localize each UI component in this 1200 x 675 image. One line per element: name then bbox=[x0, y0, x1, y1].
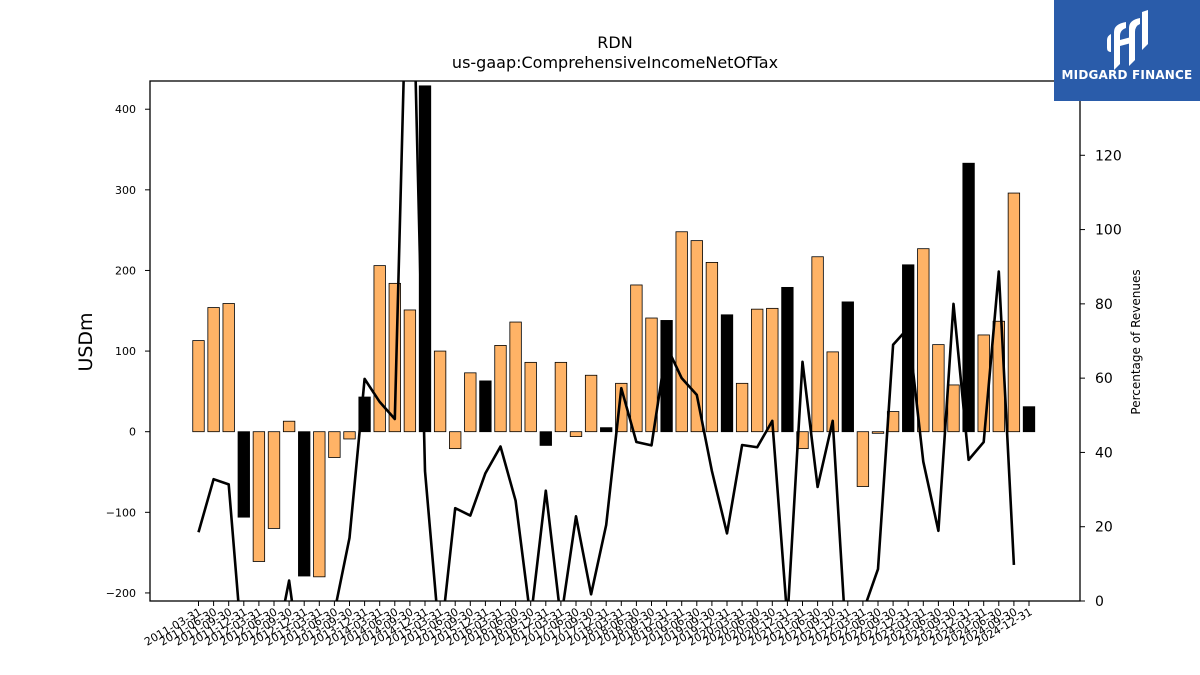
bar-2017-12-31 bbox=[600, 427, 613, 433]
y-tick-label: 300 bbox=[115, 184, 136, 197]
bar-2014-06-30 bbox=[388, 282, 401, 433]
bar-2022-06-30 bbox=[871, 431, 885, 434]
chart-title: RDN bbox=[597, 33, 632, 52]
y-tick-label: −200 bbox=[106, 587, 136, 600]
brand-logo: MIDGARD FINANCE bbox=[1054, 0, 1200, 101]
bar-2023-12-31 bbox=[962, 162, 975, 433]
bar-2018-09-30 bbox=[645, 317, 658, 433]
bar-2012-12-31 bbox=[298, 431, 311, 577]
bar-2016-12-31 bbox=[539, 431, 552, 446]
bar-2018-06-30 bbox=[630, 284, 643, 433]
bar-2016-06-30 bbox=[509, 321, 522, 433]
x-axis-ticks: 2011-03-312011-06-302011-09-302011-12-31… bbox=[142, 601, 1035, 649]
y2-tick-label: 80 bbox=[1095, 297, 1113, 313]
bar-2016-03-31 bbox=[494, 345, 507, 433]
y-tick-label: 400 bbox=[115, 103, 136, 116]
y-tick-label: 200 bbox=[115, 264, 136, 277]
bar-2023-09-30 bbox=[947, 384, 960, 433]
y2-axis-ticks: 0 20 40 60 80 100 120 bbox=[1080, 148, 1122, 610]
bar-2019-06-30 bbox=[690, 240, 703, 433]
y2-tick-label: 0 bbox=[1095, 594, 1104, 610]
y-axis-label: USDm bbox=[75, 312, 97, 371]
y-tick-label: −100 bbox=[106, 506, 136, 519]
y2-tick-label: 100 bbox=[1095, 223, 1122, 239]
bar-2019-03-31 bbox=[675, 231, 688, 433]
bar-2015-06-30 bbox=[449, 431, 462, 450]
bar-2011-03-31 bbox=[192, 340, 205, 433]
bar-2012-09-30 bbox=[282, 420, 296, 433]
bar-2017-06-30 bbox=[569, 431, 583, 437]
bar-2022-12-31 bbox=[902, 264, 915, 433]
y2-axis-label: Percentage of Revenues bbox=[1129, 269, 1143, 414]
y-tick-label: 0 bbox=[129, 426, 136, 439]
bar-2017-09-30 bbox=[584, 374, 598, 433]
y2-tick-label: 20 bbox=[1095, 520, 1113, 536]
bar-2021-06-30 bbox=[811, 256, 824, 433]
bar-2023-06-30 bbox=[932, 344, 945, 433]
bar-2020-03-31 bbox=[735, 382, 749, 433]
bar-2021-12-31 bbox=[841, 301, 854, 433]
bar-2014-09-30 bbox=[403, 309, 417, 433]
chart-subtitle: us-gaap:ComprehensiveIncomeNetOfTax bbox=[452, 53, 778, 72]
bar-2024-12-31 bbox=[1022, 406, 1036, 433]
plot-frame bbox=[149, 80, 1081, 602]
bar-2013-09-30 bbox=[343, 431, 356, 440]
bar-2017-03-31 bbox=[554, 361, 568, 433]
y2-tick-label: 40 bbox=[1095, 445, 1113, 461]
bar-2012-03-31 bbox=[252, 431, 266, 562]
bar-2013-12-31 bbox=[358, 396, 371, 433]
bar-2020-12-31 bbox=[781, 286, 794, 433]
bar-2024-09-30 bbox=[1007, 192, 1021, 433]
bar-2011-09-30 bbox=[222, 303, 235, 433]
bar-2019-12-31 bbox=[720, 314, 734, 433]
bar-2023-03-31 bbox=[917, 248, 930, 433]
bar-2011-12-31 bbox=[237, 431, 250, 518]
bar-2014-03-31 bbox=[373, 265, 386, 433]
bar-2022-03-31 bbox=[856, 431, 870, 487]
bar-2013-06-30 bbox=[328, 431, 341, 458]
bar-2016-09-30 bbox=[524, 361, 537, 433]
bar-2013-03-31 bbox=[313, 431, 326, 578]
bar-2015-09-30 bbox=[464, 372, 477, 433]
bar-2020-09-30 bbox=[766, 307, 779, 433]
y-axis-ticks: −200 −100 0 100 200 300 400 bbox=[106, 103, 150, 600]
bar-2012-06-30 bbox=[267, 431, 281, 529]
bar-2019-09-30 bbox=[705, 261, 719, 433]
bar-2015-12-31 bbox=[479, 380, 492, 433]
y2-tick-label: 120 bbox=[1095, 148, 1122, 164]
pct-revenues-line bbox=[197, 81, 1016, 601]
bar-2020-06-30 bbox=[751, 308, 764, 433]
bar-2011-06-30 bbox=[207, 307, 220, 433]
y2-tick-label: 60 bbox=[1095, 371, 1113, 387]
logo-text: MIDGARD FINANCE bbox=[1061, 68, 1193, 82]
y-tick-label: 100 bbox=[115, 345, 136, 358]
logo-mark-icon bbox=[1107, 10, 1148, 70]
bar-2015-03-31 bbox=[433, 350, 447, 433]
bar-series bbox=[192, 85, 1036, 578]
